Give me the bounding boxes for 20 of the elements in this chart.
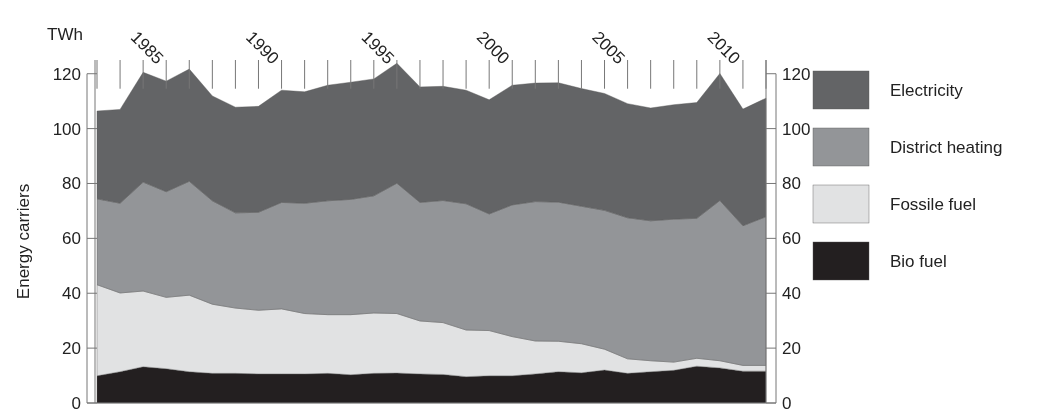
y2-tick-label: 80 — [782, 174, 801, 194]
y-axis-title: Energy carriers — [14, 183, 33, 300]
y2-tick-label: 0 — [782, 394, 792, 413]
y2-tick-label: 20 — [782, 339, 801, 359]
y-tick-label: 100 — [52, 119, 81, 139]
text: TWh — [47, 25, 83, 44]
y2-tick-label: 60 — [782, 229, 801, 249]
y-tick-label: 60 — [62, 229, 81, 249]
y-tick-label: 0 — [71, 394, 81, 413]
legend-label: Electricity — [890, 81, 964, 100]
legend-label: Fossile fuel — [890, 195, 976, 214]
legend-label: Bio fuel — [890, 252, 947, 271]
y2-tick-label: 100 — [782, 119, 811, 139]
y-tick-label: 20 — [62, 339, 81, 359]
y-tick-label: 120 — [52, 64, 81, 84]
y2-tick-label: 120 — [782, 64, 811, 84]
y-tick-label: 80 — [62, 174, 81, 194]
y-tick-label: 40 — [62, 284, 81, 304]
y2-tick-label: 40 — [782, 284, 801, 304]
legend-label: District heating — [890, 138, 1003, 157]
